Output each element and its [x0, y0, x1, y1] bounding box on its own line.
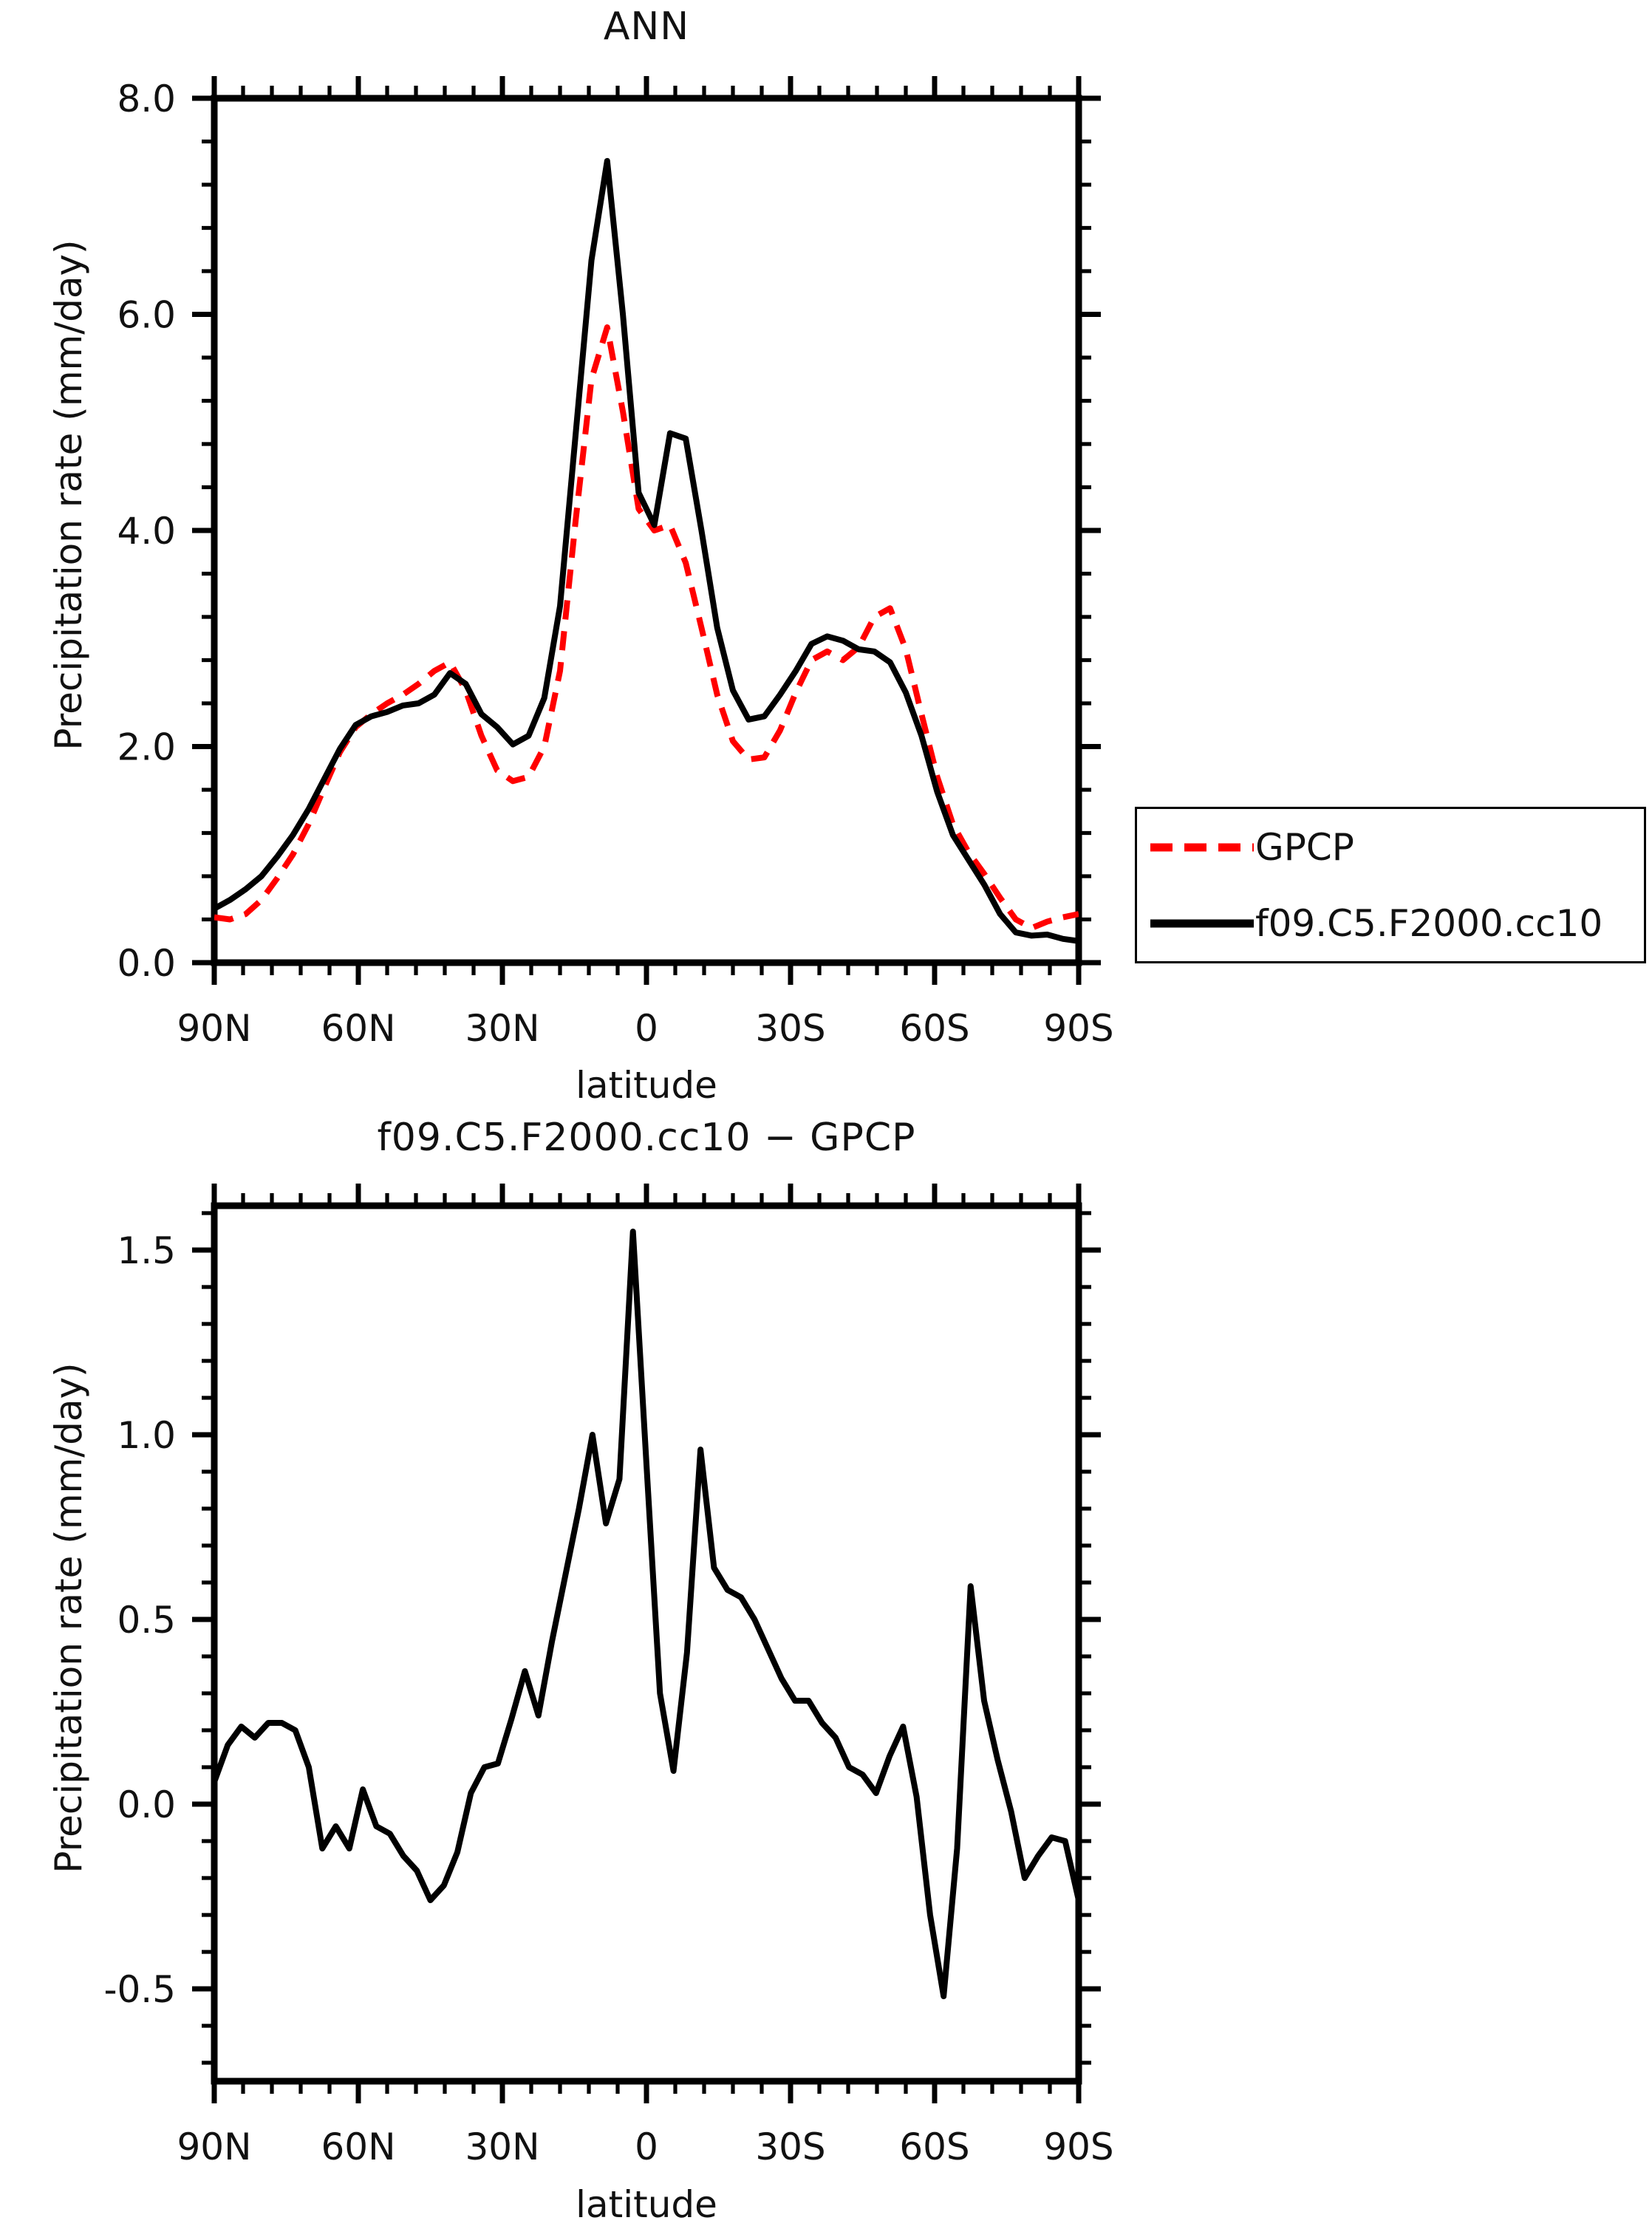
x-tick-label: 30N — [465, 1007, 539, 1050]
bottom-panel-xlabel: latitude — [576, 2183, 717, 2226]
x-tick-label: 60N — [321, 1007, 395, 1050]
y-tick-label: 0.0 — [117, 942, 176, 985]
y-tick-label: -0.5 — [103, 1968, 176, 2011]
series-line-model — [214, 1229, 1079, 1999]
y-tick-label: 2.0 — [117, 726, 176, 769]
y-tick-label: 6.0 — [117, 294, 176, 337]
y-tick-label: 4.0 — [117, 510, 176, 553]
x-tick-label: 0 — [635, 1007, 658, 1050]
top-panel-plot: 90N 60N 30N 0 30S 60S 90S 0.0 2.0 4.0 6.0 8.0 — [117, 76, 1114, 1050]
top-panel-xlabel: latitude — [576, 1064, 717, 1107]
legend-swatch-solid-black — [1150, 919, 1254, 927]
x-tick-label: 90N — [177, 2126, 251, 2168]
y-tick-label: 8.0 — [117, 78, 176, 120]
legend: GPCP f09.C5.F2000.cc10 — [1135, 807, 1646, 963]
x-tick-label: 90S — [1043, 1007, 1113, 1050]
x-tick-label: 60N — [321, 2126, 395, 2168]
x-tick-label: 60S — [899, 2126, 969, 2168]
x-tick-label: 0 — [635, 2126, 658, 2168]
y-tick-label: 1.5 — [117, 1229, 176, 1272]
x-tick-label: 90N — [177, 1007, 251, 1050]
legend-swatch-dashed-red — [1150, 843, 1254, 851]
x-tick-label: 30S — [755, 1007, 825, 1050]
x-tick-label: 60S — [899, 1007, 969, 1050]
series-line-gpcp — [214, 324, 1079, 932]
y-tick-label: 0.0 — [117, 1783, 176, 1826]
y-tick-label: 0.5 — [117, 1599, 176, 1642]
top-panel-title: ANN — [603, 4, 690, 49]
legend-label-gpcp: GPCP — [1255, 825, 1354, 869]
legend-item-gpcp: GPCP — [1137, 809, 1644, 885]
legend-item-model: f09.C5.F2000.cc10 — [1137, 885, 1644, 961]
x-tick-label: 90S — [1043, 2126, 1113, 2168]
bottom-panel-title: f09.C5.F2000.cc10 − GPCP — [377, 1116, 916, 1160]
x-tick-label: 30S — [755, 2126, 825, 2168]
legend-label-model: f09.C5.F2000.cc10 — [1255, 901, 1603, 945]
plot-frame — [211, 95, 1082, 966]
x-tick-label: 30N — [465, 2126, 539, 2168]
y-tick-label: 1.0 — [117, 1414, 176, 1457]
series-line-model — [214, 157, 1079, 944]
bottom-panel-plot: 90N 60N 30N 0 30S 60S 90S -0.5 0.0 0.5 1.0 1.5 — [103, 1184, 1114, 2168]
